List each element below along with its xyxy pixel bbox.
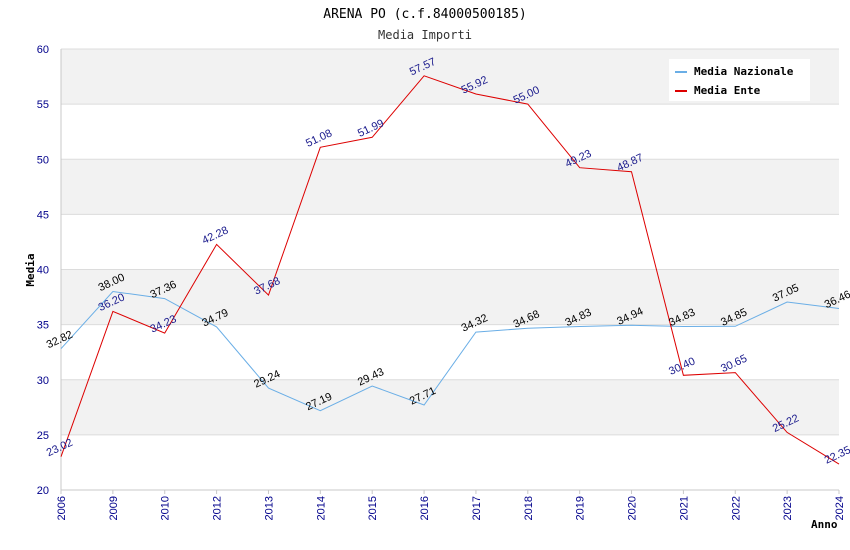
series-lines (60, 75, 840, 465)
series-line-media-nazionale (60, 290, 840, 412)
x-axis-title: Anno (811, 518, 838, 531)
x-tick-label: 2013 (263, 496, 275, 520)
y-tick-labels: 20 25 30 35 40 45 50 55 60 (37, 44, 49, 497)
x-tick-label: 2020 (627, 496, 639, 520)
y-tick-label: 30 (37, 375, 49, 387)
plot-band (61, 269, 839, 325)
x-tick-label: 2010 (160, 496, 172, 520)
x-tick-label: 2023 (782, 496, 794, 520)
x-tick-label: 2014 (315, 496, 327, 520)
y-tick-label: 25 (37, 430, 49, 442)
x-tick-label: 2015 (367, 496, 379, 520)
legend-box (669, 59, 810, 101)
x-tick-label: 2018 (523, 496, 535, 520)
y-tick-label: 50 (37, 154, 49, 166)
plot-bands (61, 49, 839, 490)
plot-band (61, 159, 839, 215)
x-tick-label: 2022 (730, 496, 742, 520)
chart-subtitle: Media Importi (378, 28, 472, 42)
plot-band (61, 214, 839, 270)
legend: Media Nazionale Media Ente (669, 59, 810, 101)
x-tick-label: 2021 (678, 496, 690, 520)
plot-band (61, 434, 839, 490)
x-tick-label: 2019 (575, 496, 587, 520)
y-tick-label: 35 (37, 320, 49, 332)
y-tick-label: 60 (37, 44, 49, 56)
x-tick-label: 2017 (471, 496, 483, 520)
legend-label-media-nazionale: Media Nazionale (694, 65, 794, 78)
x-tick-labels: 2006 2009 2010 2012 2013 2014 2015 2016 2017 2018… (56, 490, 846, 520)
x-tick-label: 2016 (419, 496, 431, 520)
legend-label-media-ente: Media Ente (694, 84, 761, 97)
x-tick-label: 2009 (108, 496, 120, 520)
chart-title: ARENA PO (c.f.84000500185) (323, 7, 527, 22)
plot-band (61, 324, 839, 380)
y-tick-label: 55 (37, 99, 49, 111)
y-axis-title: Media (24, 253, 37, 286)
plot-band (61, 104, 839, 160)
x-tick-label: 2012 (212, 496, 224, 520)
y-tick-label: 20 (37, 485, 49, 497)
plot-band (61, 379, 839, 435)
y-tick-label: 45 (37, 209, 49, 221)
series-line-media-ente (60, 75, 840, 465)
x-tick-label: 2006 (56, 496, 68, 520)
y-tick-label: 40 (37, 265, 49, 277)
x-tick-label: 2024 (834, 496, 846, 520)
